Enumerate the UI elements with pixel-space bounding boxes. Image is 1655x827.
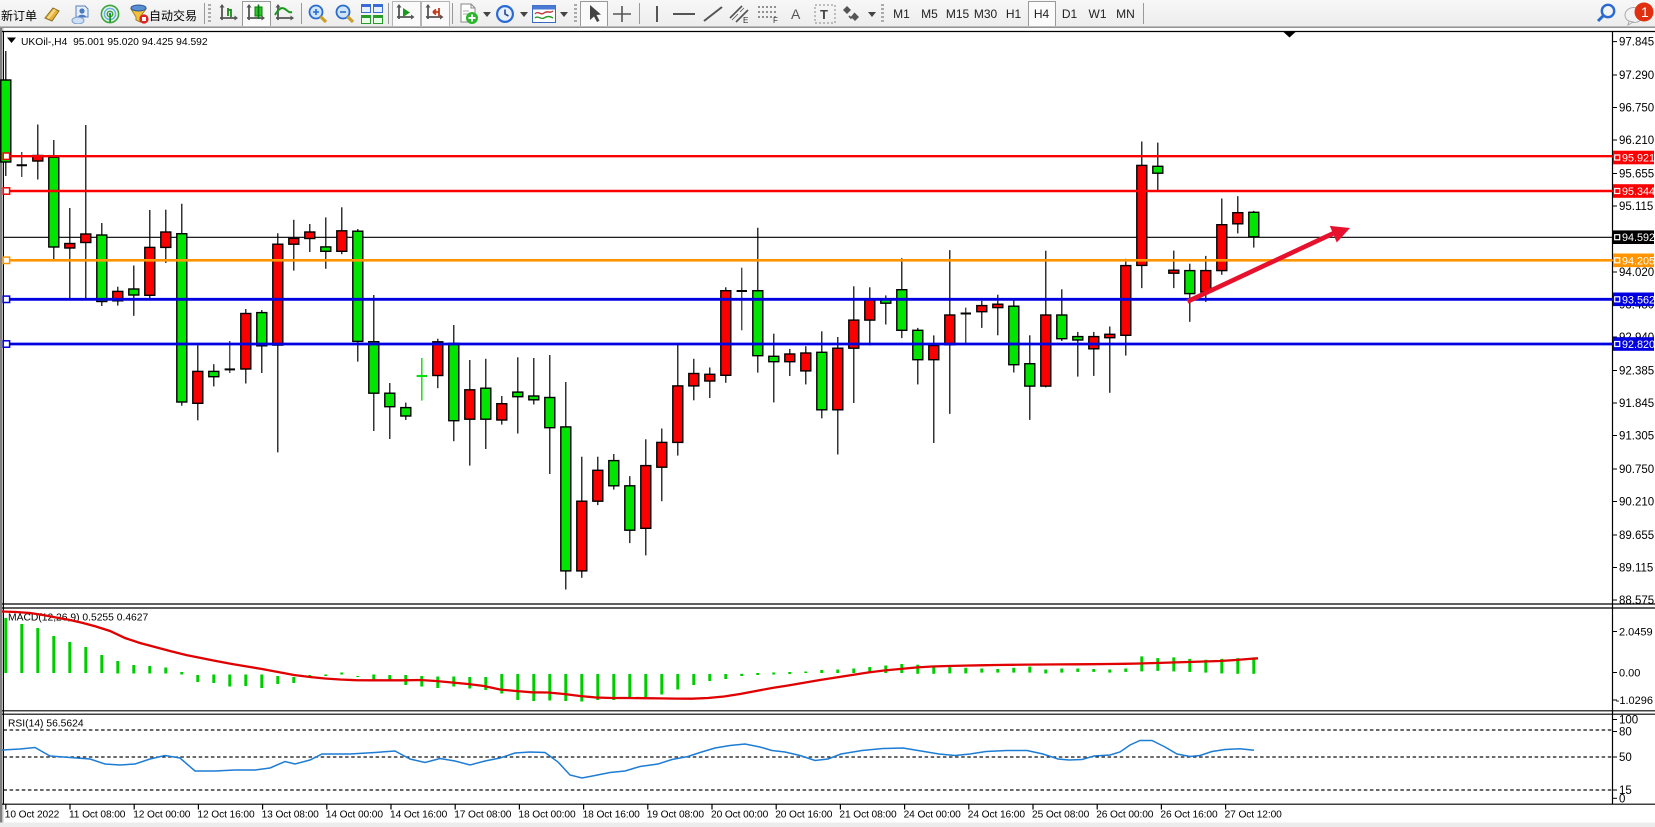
svg-text:18 Oct 16:00: 18 Oct 16:00	[583, 810, 641, 821]
svg-text:RSI(14) 56.5624: RSI(14) 56.5624	[8, 719, 84, 730]
svg-text:17 Oct 08:00: 17 Oct 08:00	[454, 810, 512, 821]
svg-text:UKOil-,H4 95.001 95.020 94.42: UKOil-,H4 95.001 95.020 94.425 94.592	[21, 37, 208, 48]
svg-text:0.00: 0.00	[1619, 668, 1640, 680]
svg-text:0: 0	[1619, 793, 1625, 805]
svg-text:19 Oct 08:00: 19 Oct 08:00	[647, 810, 705, 821]
svg-text:97.845: 97.845	[1619, 37, 1654, 49]
svg-text:96.210: 96.210	[1619, 135, 1654, 147]
svg-text:91.305: 91.305	[1619, 431, 1654, 443]
svg-text:24 Oct 16:00: 24 Oct 16:00	[968, 810, 1026, 821]
svg-text:90.210: 90.210	[1619, 497, 1654, 509]
svg-text:26 Oct 00:00: 26 Oct 00:00	[1096, 810, 1154, 821]
svg-text:1: 1	[1641, 4, 1649, 20]
svg-text:20 Oct 00:00: 20 Oct 00:00	[711, 810, 769, 821]
svg-text:50: 50	[1619, 752, 1632, 764]
svg-text:F: F	[773, 16, 778, 24]
svg-text:2.0459: 2.0459	[1619, 627, 1653, 639]
svg-text:-1.0296: -1.0296	[1616, 695, 1653, 707]
svg-text:26 Oct 16:00: 26 Oct 16:00	[1160, 810, 1218, 821]
svg-text:92.385: 92.385	[1619, 366, 1654, 378]
svg-text:25 Oct 08:00: 25 Oct 08:00	[1032, 810, 1090, 821]
svg-text:95.655: 95.655	[1619, 169, 1654, 181]
svg-text:14 Oct 16:00: 14 Oct 16:00	[390, 810, 448, 821]
svg-text:T: T	[820, 7, 828, 22]
svg-text:92.820: 92.820	[1622, 339, 1655, 351]
svg-text:80: 80	[1619, 727, 1632, 739]
svg-text:90.750: 90.750	[1619, 464, 1654, 476]
svg-text:14 Oct 00:00: 14 Oct 00:00	[326, 810, 384, 821]
svg-text:10 Oct 2022: 10 Oct 2022	[5, 810, 60, 821]
svg-text:97.290: 97.290	[1619, 70, 1654, 82]
svg-text:94.592: 94.592	[1622, 232, 1655, 244]
svg-text:91.845: 91.845	[1619, 398, 1654, 410]
svg-text:95.115: 95.115	[1619, 201, 1653, 213]
svg-text:24 Oct 00:00: 24 Oct 00:00	[904, 810, 962, 821]
svg-text:94.205: 94.205	[1622, 255, 1655, 267]
svg-text:95.921: 95.921	[1622, 153, 1655, 165]
svg-text:89.655: 89.655	[1619, 530, 1654, 542]
svg-text:100: 100	[1619, 715, 1638, 727]
svg-text:E: E	[743, 16, 748, 24]
svg-text:12 Oct 00:00: 12 Oct 00:00	[133, 810, 191, 821]
svg-text:93.562: 93.562	[1622, 294, 1655, 306]
svg-text:18 Oct 00:00: 18 Oct 00:00	[518, 810, 576, 821]
svg-text:11 Oct 08:00: 11 Oct 08:00	[69, 810, 126, 821]
svg-text:94.020: 94.020	[1619, 267, 1654, 279]
svg-text:27 Oct 12:00: 27 Oct 12:00	[1225, 810, 1283, 821]
svg-text:12 Oct 16:00: 12 Oct 16:00	[197, 810, 255, 821]
svg-text:88.575: 88.575	[1619, 595, 1654, 607]
svg-text:96.750: 96.750	[1619, 103, 1654, 115]
svg-text:20 Oct 16:00: 20 Oct 16:00	[775, 810, 833, 821]
svg-text:95.344: 95.344	[1622, 186, 1655, 198]
svg-text:15: 15	[1619, 785, 1632, 797]
svg-text:21 Oct 08:00: 21 Oct 08:00	[839, 810, 897, 821]
svg-text:13 Oct 08:00: 13 Oct 08:00	[262, 810, 320, 821]
svg-text:89.115: 89.115	[1619, 563, 1653, 575]
svg-text:MACD(12,26,9) 0.5255 0.4627: MACD(12,26,9) 0.5255 0.4627	[8, 613, 149, 624]
